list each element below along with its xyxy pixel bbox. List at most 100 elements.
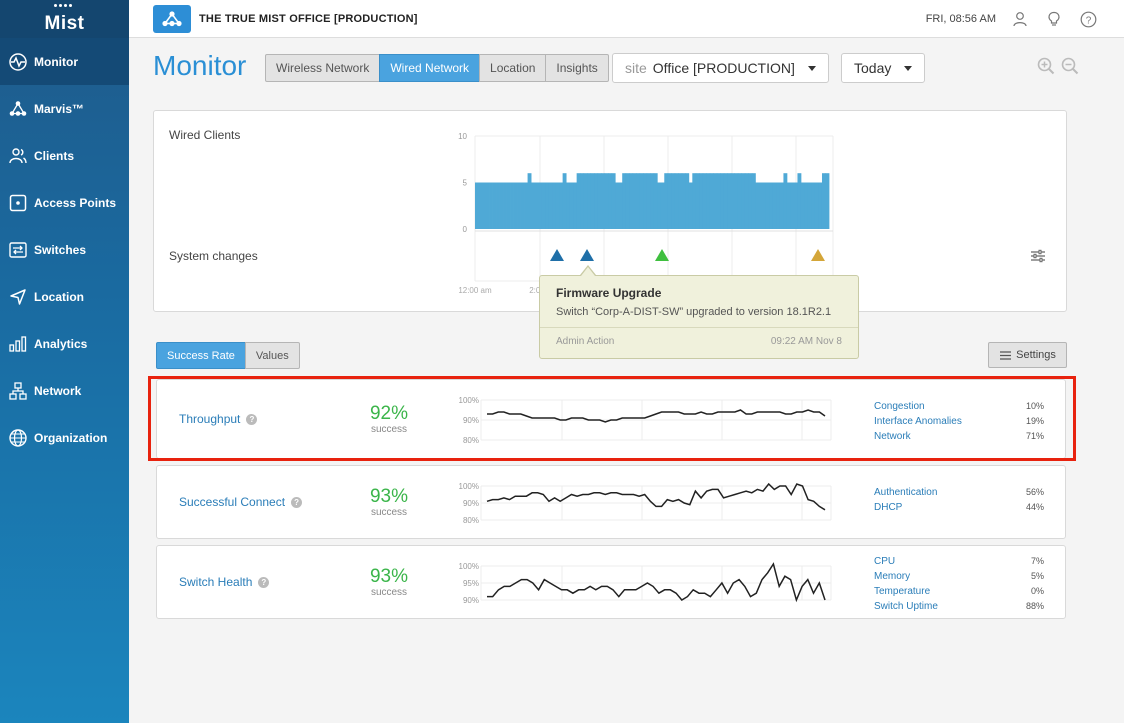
client-count-bar <box>776 182 781 229</box>
monitor-icon <box>8 52 28 72</box>
metric-name[interactable]: Switch Health? <box>179 575 270 589</box>
tab-wired-network[interactable]: Wired Network <box>379 54 481 82</box>
filter-settings-icon[interactable] <box>1030 249 1046 263</box>
help-icon[interactable]: ? <box>291 496 303 508</box>
help-icon[interactable]: ? <box>246 413 258 425</box>
reason-name[interactable]: Interface Anomalies <box>874 416 962 427</box>
client-count-bar <box>492 182 497 229</box>
reason-name[interactable]: DHCP <box>874 502 903 513</box>
reason-name[interactable]: Temperature <box>874 586 931 597</box>
client-count-bar <box>786 182 791 229</box>
reason-row[interactable]: Switch Uptime 88% <box>874 599 1044 614</box>
client-count-bar <box>566 182 571 229</box>
client-count-bar <box>632 173 637 229</box>
sidebar-item-analytics[interactable]: Analytics <box>0 320 129 367</box>
client-count-bar <box>576 173 581 229</box>
values-button[interactable]: Values <box>244 342 300 369</box>
client-count-bar <box>562 173 567 229</box>
sidebar-item-access-points[interactable]: Access Points <box>0 179 129 226</box>
sidebar-item-switches[interactable]: Switches <box>0 226 129 273</box>
site-select[interactable]: site Office [PRODUCTION] <box>612 53 829 83</box>
system-change-marker[interactable] <box>655 249 669 261</box>
tab-wireless-network[interactable]: Wireless Network <box>265 54 381 82</box>
system-change-marker[interactable] <box>580 249 594 261</box>
reason-row[interactable]: Authentication 56% <box>874 485 1044 500</box>
reason-row[interactable]: Memory 5% <box>874 569 1044 584</box>
metric-row-throughput[interactable]: Throughput? 92% success 100% 90% 80% Congestio… <box>156 379 1066 459</box>
metric-name[interactable]: Successful Connect? <box>179 495 303 509</box>
reason-row[interactable]: Interface Anomalies 19% <box>874 414 1044 429</box>
reason-name[interactable]: Congestion <box>874 401 925 412</box>
y-tick-label: 95% <box>463 579 479 588</box>
y-tick-label: 10 <box>458 132 467 141</box>
tab-location[interactable]: Location <box>479 54 547 82</box>
reason-name[interactable]: Memory <box>874 571 911 582</box>
settings-button[interactable]: Settings <box>988 342 1067 368</box>
client-count-bar <box>751 173 756 229</box>
sidebar-item-network[interactable]: Network <box>0 367 129 414</box>
org-name[interactable]: THE TRUE MIST OFFICE [PRODUCTION] <box>199 12 418 25</box>
org-icon[interactable] <box>153 4 191 33</box>
tab-insights[interactable]: Insights <box>545 54 609 82</box>
wired-clients-chart[interactable]: 10 5 0 12:00 am 2:00 <box>154 111 1066 311</box>
y-tick-label: 80% <box>463 436 479 445</box>
sidebar-item-label: Access Points <box>34 195 117 210</box>
zoom-in-icon[interactable] <box>1037 57 1055 75</box>
sidebar-item-clients[interactable]: Clients <box>0 132 129 179</box>
client-count-bar <box>765 182 770 229</box>
client-count-bar <box>580 173 585 229</box>
client-count-bar <box>716 173 721 229</box>
time-range-select[interactable]: Today <box>841 53 925 83</box>
y-tick-label: 90% <box>463 596 479 605</box>
reason-name[interactable]: Authentication <box>874 487 938 498</box>
system-change-marker[interactable] <box>550 249 564 261</box>
metric-row-successful-connect[interactable]: Successful Connect? 93% success 100% 90% 80% A… <box>156 465 1066 539</box>
reason-name[interactable]: CPU <box>874 556 896 567</box>
svg-text:?: ? <box>1085 15 1091 26</box>
reason-row[interactable]: Congestion 10% <box>874 399 1044 414</box>
sidebar-item-monitor[interactable]: Monitor <box>0 38 129 85</box>
event-tooltip: Firmware Upgrade Switch “Corp-A-DIST-SW”… <box>539 275 859 359</box>
client-count-bar <box>713 173 718 229</box>
success-sparkline[interactable]: 100% 90% 80% <box>447 380 847 460</box>
client-count-bar <box>496 182 500 229</box>
sidebar-item-label: Location <box>34 289 84 304</box>
client-count-bar <box>685 173 690 229</box>
lightbulb-icon[interactable] <box>1044 9 1064 29</box>
sidebar-item-location[interactable]: Location <box>0 273 129 320</box>
marvis-icon <box>8 99 28 119</box>
help-icon[interactable]: ? <box>258 576 270 588</box>
site-select-label: site <box>625 60 647 76</box>
organization-icon <box>8 428 28 448</box>
client-count-bar <box>727 173 732 229</box>
success-sparkline[interactable]: 100% 95% 90% <box>447 546 847 620</box>
client-count-bar <box>737 173 742 229</box>
client-count-bar <box>779 182 784 229</box>
client-count-bar <box>709 173 714 229</box>
reason-row[interactable]: Network 71% <box>874 429 1044 444</box>
mist-logo[interactable]: Mist <box>0 0 129 38</box>
success-sparkline[interactable]: 100% 90% 80% <box>447 466 847 540</box>
sidebar-item-organization[interactable]: Organization <box>0 414 129 461</box>
client-count-bar <box>720 173 725 229</box>
zoom-out-icon[interactable] <box>1061 57 1079 75</box>
x-tick-label: 2:00 <box>529 286 545 295</box>
reason-name[interactable]: Network <box>874 431 911 442</box>
reason-name[interactable]: Switch Uptime <box>874 601 938 612</box>
metric-row-switch-health[interactable]: Switch Health? 93% success 100% 95% 90% CPU 7% M… <box>156 545 1066 619</box>
reason-row[interactable]: Temperature 0% <box>874 584 1044 599</box>
access-points-icon <box>8 193 28 213</box>
reason-row[interactable]: CPU 7% <box>874 554 1044 569</box>
metric-name[interactable]: Throughput? <box>179 412 258 426</box>
datetime: FRI, 08:56 AM <box>925 13 996 25</box>
success-rate-button[interactable]: Success Rate <box>156 342 246 369</box>
reason-row[interactable]: DHCP 44% <box>874 500 1044 515</box>
reason-value: 0% <box>1030 586 1044 596</box>
client-count-bar <box>681 173 686 229</box>
failure-reasons: Authentication 56% DHCP 44% <box>874 485 1044 515</box>
sidebar-item-marvis[interactable]: Marvis™ <box>0 85 129 132</box>
help-icon[interactable]: ? <box>1078 9 1098 29</box>
system-change-marker[interactable] <box>811 249 825 261</box>
y-tick-label: 0 <box>463 225 468 234</box>
user-icon[interactable] <box>1010 9 1030 29</box>
